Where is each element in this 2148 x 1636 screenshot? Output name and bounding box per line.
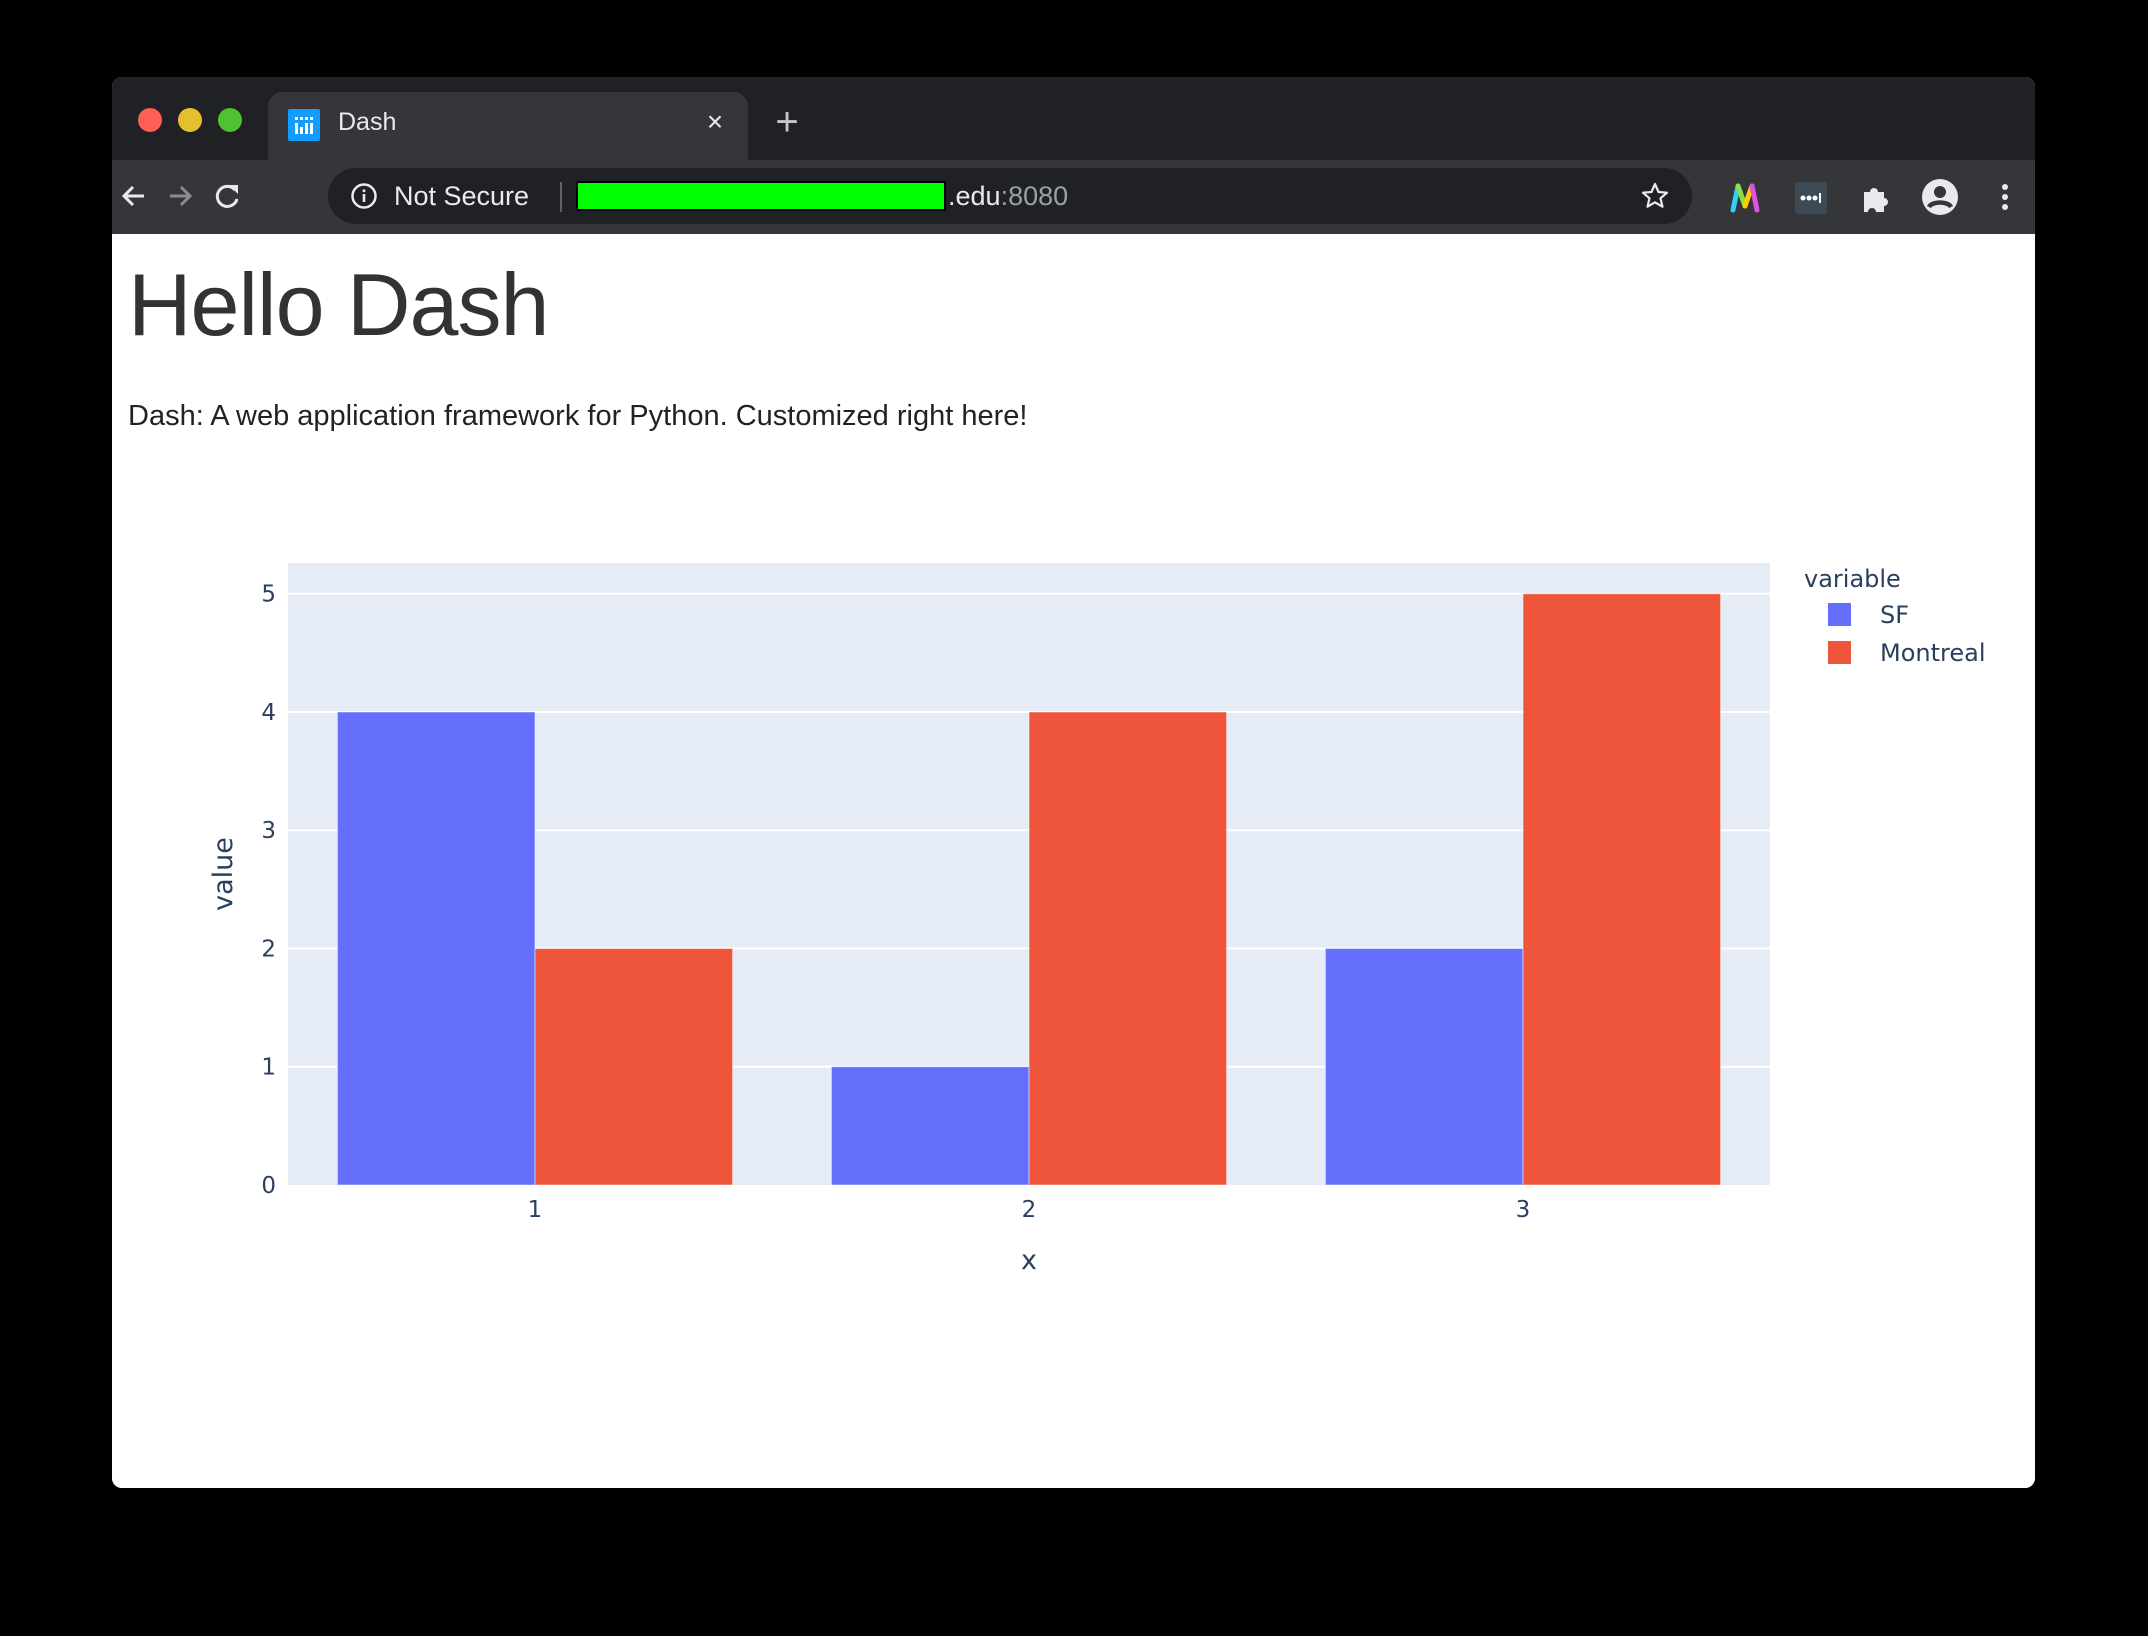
- dash-favicon-icon: [288, 109, 320, 141]
- x-tick-label: 2: [1022, 1197, 1037, 1223]
- not-secure-label: Not Secure: [394, 181, 530, 211]
- maximize-window-button[interactable]: [218, 108, 242, 132]
- legend-label-sf[interactable]: SF: [1880, 601, 1909, 629]
- bar-montreal-1[interactable]: [534, 947, 734, 1186]
- reload-button[interactable]: [207, 176, 247, 216]
- y-tick-label: 4: [261, 700, 276, 726]
- arrow-left-icon: [121, 185, 144, 207]
- close-window-button[interactable]: [138, 108, 162, 132]
- legend-swatch-sf[interactable]: [1828, 603, 1851, 626]
- back-button[interactable]: [114, 176, 154, 216]
- reload-icon: [215, 184, 239, 208]
- close-tab-icon[interactable]: ×: [706, 106, 724, 137]
- browser-toolbar: Not Secure .edu:8080: [112, 160, 2035, 234]
- page-content: Hello Dash Dash: A web application frame…: [112, 234, 2035, 1488]
- bar-montreal-2[interactable]: [1028, 711, 1228, 1186]
- y-tick-label: 0: [261, 1173, 276, 1199]
- legend-title: variable: [1804, 565, 1901, 593]
- bookmark-star-icon[interactable]: [1640, 181, 1670, 211]
- bar-sf-3[interactable]: [1324, 947, 1524, 1186]
- tab-title: Dash: [338, 108, 397, 136]
- page-title: Hello Dash: [128, 255, 549, 354]
- monday-m-icon[interactable]: [1726, 178, 1764, 216]
- x-tick-label: 1: [528, 1197, 543, 1223]
- x-axis-title: x: [1021, 1245, 1037, 1276]
- puzzle-extensions-icon[interactable]: [1856, 178, 1894, 216]
- tab-dash[interactable]: Dash ×: [268, 92, 748, 162]
- legend-label-montreal[interactable]: Montreal: [1880, 639, 1986, 667]
- x-tick-label: 3: [1516, 1197, 1531, 1223]
- y-tick-label: 1: [261, 1055, 276, 1081]
- url-text: .edu:8080: [948, 181, 1069, 211]
- lastpass-icon[interactable]: [1793, 178, 1831, 216]
- bar-sf-1[interactable]: [336, 711, 536, 1186]
- arrow-right-icon: [170, 185, 193, 207]
- profile-avatar-icon[interactable]: [1920, 177, 1960, 217]
- redacted-hostname: [576, 181, 946, 211]
- forward-button[interactable]: [160, 176, 200, 216]
- bar-montreal-3[interactable]: [1522, 593, 1722, 1186]
- browser-window: Dash × + Not Secure .edu:8080: [112, 77, 2035, 1488]
- tab-strip: Dash × +: [112, 77, 2035, 162]
- omnibox-divider: [560, 182, 562, 212]
- bar-chart[interactable]: 0 1 2 3 4 5 1 2 3 x value variable SF Montreal: [112, 234, 2035, 1488]
- kebab-menu-icon[interactable]: [1986, 178, 2024, 216]
- minimize-window-button[interactable]: [178, 108, 202, 132]
- legend-swatch-montreal[interactable]: [1828, 641, 1851, 664]
- y-tick-label: 5: [261, 582, 276, 608]
- address-bar[interactable]: Not Secure .edu:8080: [328, 168, 1692, 224]
- y-tick-label: 2: [261, 936, 276, 962]
- info-icon[interactable]: [350, 182, 378, 210]
- page-subtitle: Dash: A web application framework for Py…: [128, 400, 1028, 432]
- y-axis-title: value: [208, 837, 239, 911]
- y-tick-label: 3: [261, 818, 276, 844]
- bar-sf-2[interactable]: [830, 1066, 1030, 1186]
- new-tab-button[interactable]: +: [775, 100, 799, 144]
